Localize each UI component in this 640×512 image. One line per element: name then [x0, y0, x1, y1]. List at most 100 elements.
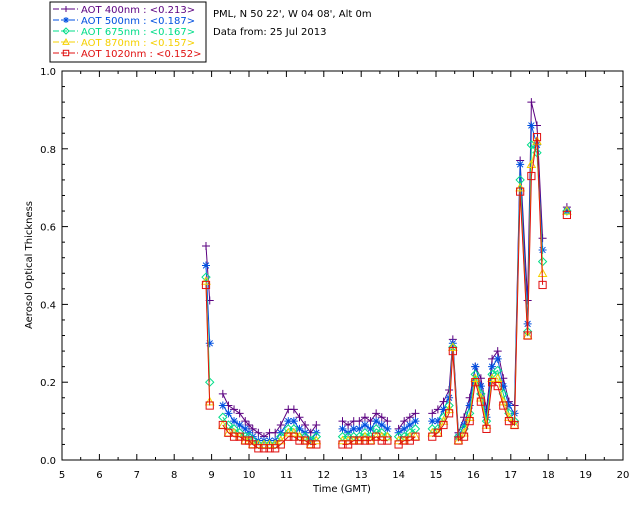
- x-tick-label: 19: [579, 470, 592, 481]
- legend-entry: AOT 500nm : <0.187>: [81, 16, 195, 27]
- legend-entry: AOT 870nm : <0.157>: [81, 38, 195, 49]
- data-point: [201, 261, 210, 270]
- data-point: [562, 206, 572, 215]
- legend-value: <0.157>: [150, 38, 195, 49]
- data-point: [338, 424, 347, 433]
- data-point: [488, 362, 497, 371]
- data-point: [400, 417, 409, 426]
- data-point: [433, 428, 442, 437]
- series-line: [205, 284, 211, 406]
- data-point: [411, 432, 420, 441]
- data-point: [439, 397, 448, 406]
- data-point: [259, 439, 269, 449]
- data-point: [301, 420, 310, 429]
- x-tick-label: 11: [280, 470, 293, 481]
- legend-marker: [62, 37, 70, 45]
- data-point: [516, 160, 525, 169]
- data-point: [448, 346, 457, 356]
- data-point: [289, 427, 299, 437]
- data-point: [337, 435, 348, 445]
- x-axis-label: Time (GMT): [312, 484, 371, 495]
- legend-label: AOT 400nm :: [81, 5, 150, 16]
- x-tick-label: 7: [134, 470, 140, 481]
- data-point: [205, 377, 215, 387]
- data-point: [338, 440, 347, 449]
- data-point: [382, 431, 393, 441]
- x-tick-label: 8: [171, 470, 177, 481]
- data-point: [218, 389, 227, 398]
- data-point: [241, 424, 250, 433]
- data-point: [338, 417, 347, 426]
- data-point: [360, 431, 370, 441]
- series-3: [201, 140, 572, 450]
- data-point: [411, 417, 420, 426]
- date-line: Data from: 25 Jul 2013: [213, 27, 326, 38]
- data-point: [447, 342, 458, 351]
- data-point: [360, 413, 369, 422]
- x-tick-label: 16: [467, 470, 480, 481]
- data-point: [312, 420, 321, 429]
- data-point: [439, 420, 448, 430]
- data-point: [366, 424, 375, 433]
- data-point: [201, 280, 211, 290]
- y-tick-label: 0.0: [40, 456, 56, 467]
- data-point: [229, 432, 239, 441]
- data-point: [377, 436, 386, 445]
- x-tick-label: 18: [542, 470, 555, 481]
- data-point: [493, 381, 502, 391]
- data-point: [499, 374, 508, 383]
- data-point: [230, 405, 239, 414]
- x-tick-label: 14: [392, 470, 405, 481]
- legend-value: <0.213>: [150, 5, 195, 16]
- data-point: [218, 420, 227, 430]
- data-point: [383, 436, 392, 445]
- legend-entry: AOT 1020nm : <0.152>: [81, 49, 201, 60]
- data-point: [284, 432, 293, 441]
- data-point: [433, 417, 442, 426]
- x-tick-label: 15: [430, 470, 443, 481]
- data-point: [527, 171, 536, 181]
- data-point: [471, 378, 480, 387]
- data-point: [476, 382, 485, 391]
- legend-value: <0.167>: [150, 27, 195, 38]
- data-point: [217, 419, 228, 429]
- x-tick-label: 5: [59, 470, 65, 481]
- legend-label: AOT 675nm :: [81, 27, 150, 38]
- axes: 5 6 7 8 9 10 11 12 13 14 15 16 17 18 19 20 0.0 0.2 0.4 0.6 0…: [40, 67, 629, 481]
- data-point: [562, 206, 572, 216]
- plot-area: [61, 70, 624, 461]
- data-point: [516, 187, 525, 196]
- data-point: [482, 424, 491, 433]
- data-point: [245, 420, 253, 429]
- data-point: [400, 424, 409, 433]
- data-point: [487, 373, 497, 383]
- data-point: [205, 339, 214, 348]
- data-point: [349, 424, 358, 433]
- series-line: [398, 412, 416, 430]
- series-line: [398, 436, 416, 445]
- data-point: [224, 409, 233, 418]
- y-tick-label: 0.6: [40, 223, 56, 234]
- x-tick-label: 20: [617, 470, 630, 481]
- data-point: [411, 409, 420, 418]
- data-point: [383, 417, 392, 426]
- data-point: [205, 401, 214, 410]
- data-point: [499, 382, 508, 391]
- y-tick-label: 0.2: [40, 378, 56, 389]
- data-point: [465, 401, 474, 410]
- data-point: [284, 417, 293, 426]
- data-point: [428, 409, 437, 418]
- data-point: [527, 98, 536, 107]
- data-point: [248, 424, 257, 433]
- data-point: [276, 440, 285, 449]
- data-point: [264, 439, 275, 449]
- data-point: [241, 417, 250, 426]
- data-point: [527, 121, 536, 130]
- data-point: [470, 373, 481, 383]
- data-point: [306, 440, 315, 449]
- y-tick-label: 1.0: [40, 67, 56, 78]
- data-point: [312, 440, 321, 449]
- data-point: [289, 405, 298, 414]
- data-point: [355, 436, 364, 445]
